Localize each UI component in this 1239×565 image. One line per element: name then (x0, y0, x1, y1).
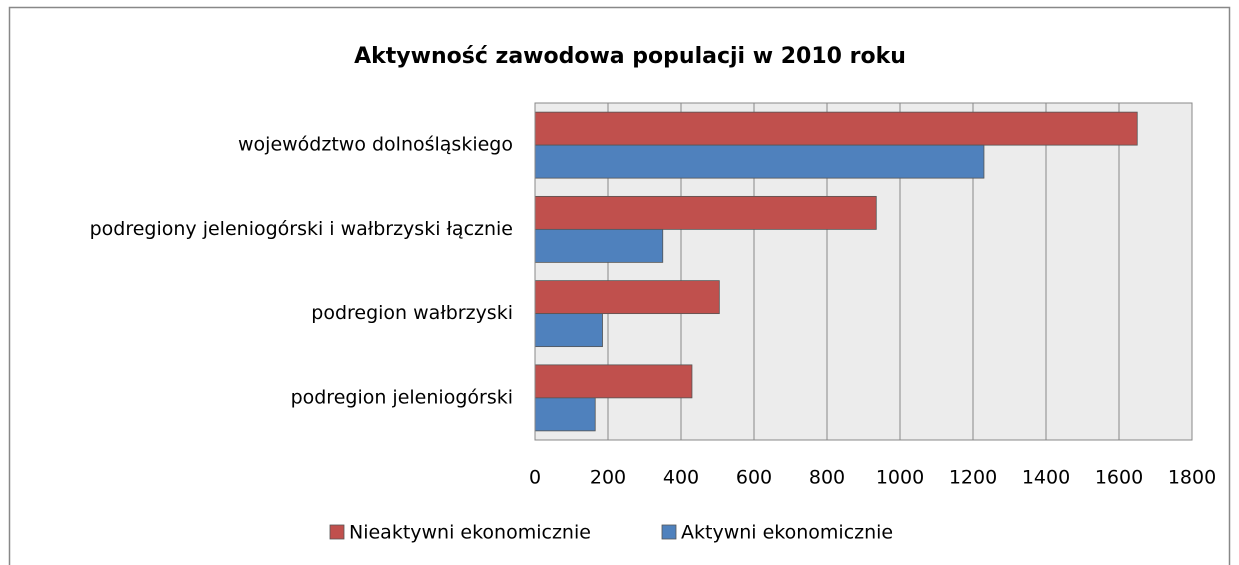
bar (534, 397, 596, 432)
x-tick-label: 0 (529, 467, 541, 489)
y-tick-label: województwo dolnośląskiego (238, 134, 513, 156)
x-tick-label: 200 (590, 467, 626, 489)
bar (534, 195, 877, 230)
bar (534, 364, 693, 399)
bar (534, 228, 664, 263)
x-tick-label: 400 (663, 467, 699, 489)
x-tick-label: 800 (809, 467, 845, 489)
y-tick-label: podregion wałbrzyski (311, 302, 513, 324)
bar (534, 313, 603, 348)
bar (534, 111, 1138, 146)
legend-swatch (661, 524, 677, 540)
x-tick-label: 1800 (1168, 467, 1216, 489)
x-tick-label: 1200 (949, 467, 997, 489)
bar (534, 280, 720, 315)
x-tick-label: 1000 (876, 467, 924, 489)
legend-label: Aktywni ekonomicznie (681, 522, 893, 544)
bar (534, 144, 985, 179)
x-tick-label: 1600 (1095, 467, 1143, 489)
legend-swatch (329, 524, 345, 540)
y-tick-label: podregion jeleniogórski (291, 386, 513, 408)
x-tick-label: 1400 (1022, 467, 1070, 489)
x-tick-label: 600 (736, 467, 772, 489)
y-tick-label: podregiony jeleniogórski i wałbrzyski łą… (90, 218, 513, 240)
chart-title: Aktywność zawodowa populacji w 2010 roku (354, 44, 906, 69)
legend-label: Nieaktywni ekonomicznie (349, 522, 591, 544)
